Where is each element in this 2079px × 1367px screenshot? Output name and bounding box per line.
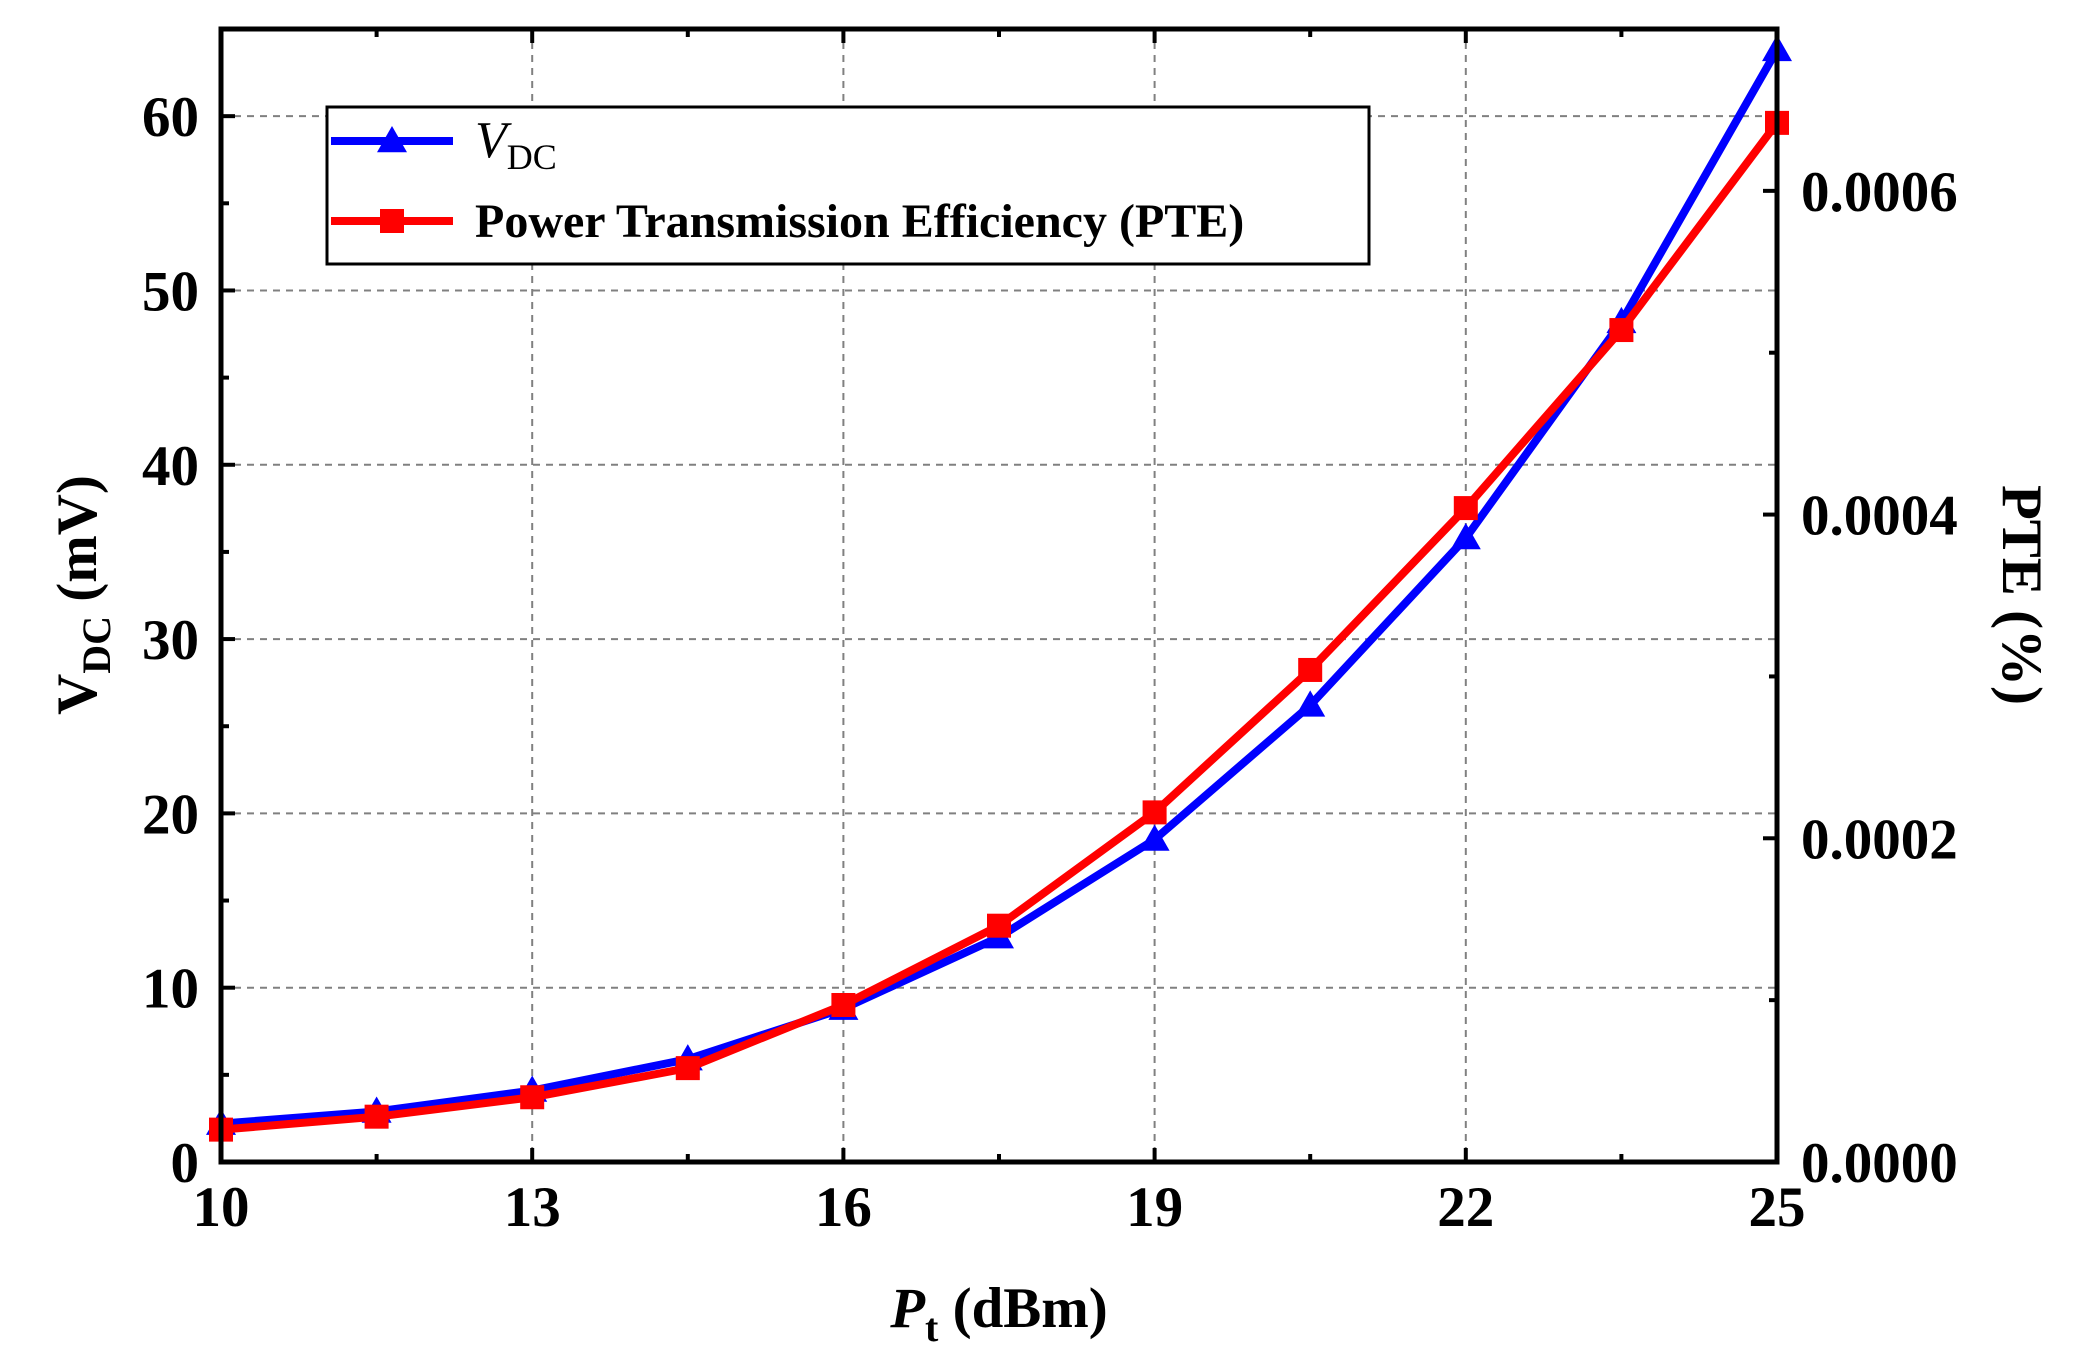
x-tick-label: 13 [504, 1176, 561, 1239]
y2-axis-title: PTE (%) [1990, 485, 2053, 705]
data-point [1295, 690, 1326, 717]
legend-marker [377, 126, 407, 153]
x-tick-label: 16 [815, 1176, 872, 1239]
series-pte [209, 110, 1789, 1142]
y2-tick-label: 0.0000 [1801, 1132, 1958, 1195]
x-axis-title: Pt (dBm) [889, 1277, 1108, 1350]
x-tick-label: 25 [1749, 1176, 1806, 1239]
y2-tick-label: 0.0004 [1801, 485, 1958, 548]
legend-label: Power Transmission Efficiency (PTE) [475, 195, 1244, 248]
y2-tick-label: 0.0006 [1801, 161, 1958, 224]
data-point [1453, 496, 1478, 521]
data-point [1298, 657, 1323, 682]
data-point [1142, 800, 1167, 825]
data-point [364, 1104, 389, 1129]
y-tick-label: 60 [142, 86, 199, 149]
x-tick-label: 22 [1437, 1176, 1494, 1239]
plot-series [206, 34, 1792, 1142]
y-tick-label: 50 [142, 260, 199, 323]
data-point [675, 1056, 700, 1081]
y-tick-label: 10 [142, 958, 199, 1021]
y2-tick-label: 0.0002 [1801, 808, 1958, 871]
data-point [831, 992, 856, 1017]
data-point [987, 913, 1011, 938]
y-tick-label: 40 [142, 435, 199, 498]
legend-box [325, 105, 1371, 266]
x-tick-label: 19 [1126, 1176, 1183, 1239]
x-tick-label: 10 [193, 1176, 250, 1239]
y-axis-title: VDC (mV) [46, 475, 119, 715]
legend: VDC Power Transmission Efficiency (PTE) [325, 105, 1371, 266]
y-tick-label: 0 [171, 1132, 200, 1195]
data-point [1609, 318, 1634, 343]
tick-labels: 10 13 16 19 22 2501020304050600.00000.00020.0… [142, 86, 1958, 1239]
data-point [520, 1085, 545, 1110]
data-point [1139, 824, 1170, 851]
axis-ticks [219, 29, 1779, 1164]
y-tick-label: 20 [142, 783, 199, 846]
legend-marker [380, 209, 404, 233]
y-tick-label: 30 [142, 609, 199, 672]
data-point [1450, 522, 1481, 550]
legend-label: VDC [475, 112, 557, 177]
